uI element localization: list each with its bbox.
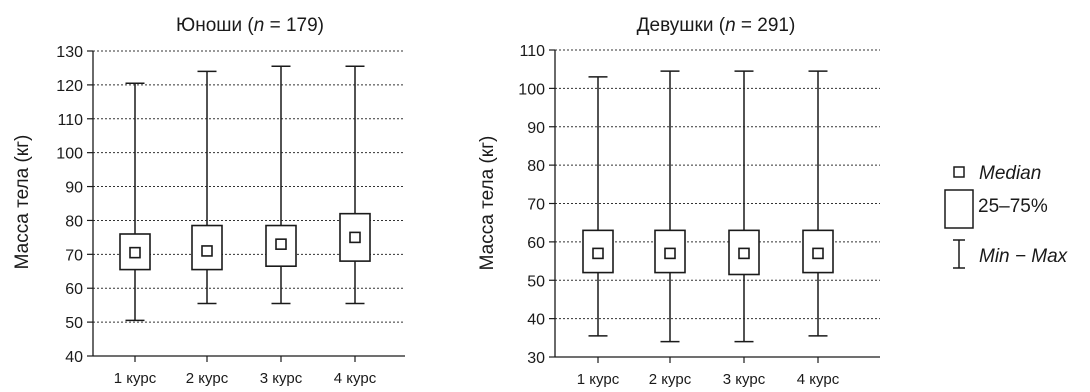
median-marker — [201, 245, 213, 257]
x-tick-label: 4 курс — [334, 370, 377, 387]
y-axis-label: Масса тела (кг) — [12, 135, 33, 270]
median-marker — [349, 231, 361, 244]
legend-box-symbol — [944, 189, 974, 229]
y-tick-label: 100 — [56, 146, 83, 163]
y-tick-label: 90 — [65, 180, 83, 197]
box-iqr — [191, 224, 223, 271]
box-group — [728, 70, 760, 343]
x-tick-label: 3 курс — [260, 370, 303, 387]
legend-whisker-symbol — [953, 239, 965, 269]
legend-whisker-label: Min − Max — [979, 246, 1069, 267]
chart-title: Девушки (n = 291) — [637, 15, 796, 36]
legend-median-symbol — [953, 166, 965, 178]
box-group — [265, 65, 297, 305]
y-tick-label: 90 — [527, 120, 545, 137]
x-tick-label: 2 курс — [649, 371, 692, 388]
median-marker — [664, 247, 676, 260]
box-group — [654, 70, 686, 343]
y-tick-label: 110 — [57, 112, 83, 129]
box-iqr — [728, 229, 760, 276]
legend: Median 25–75% Min − Max — [944, 163, 1069, 269]
y-tick-label: 110 — [519, 43, 545, 60]
x-tick-label: 1 курс — [577, 371, 620, 388]
box-group — [339, 65, 371, 305]
y-tick-label: 100 — [518, 81, 545, 98]
median-marker — [129, 246, 141, 259]
y-tick-label: 60 — [65, 281, 83, 298]
y-tick-label: 30 — [527, 350, 545, 367]
y-tick-label: 130 — [56, 44, 83, 61]
median-marker — [738, 247, 750, 260]
x-tick-label: 1 курс — [114, 370, 157, 387]
chart-girls: Девушки (n = 291) Масса тела (кг) 30 40 50… — [477, 15, 880, 388]
chart-boys: Юноши (n = 179) Масса тела (кг) 40 50 60 70… — [12, 15, 405, 387]
box-group — [802, 70, 834, 337]
legend-box-label: 25–75% — [978, 196, 1048, 217]
median-marker — [275, 238, 287, 250]
median-marker — [592, 247, 604, 260]
box-group — [582, 76, 614, 337]
legend-median-label: Median — [979, 163, 1041, 184]
y-tick-label: 70 — [65, 247, 83, 264]
box-iqr — [339, 212, 371, 262]
x-tick-label: 4 курс — [797, 371, 840, 388]
y-tick-label: 50 — [527, 273, 545, 290]
y-tick-label: 80 — [65, 213, 83, 230]
x-tick-label: 2 курс — [186, 370, 229, 387]
y-tick-label: 50 — [65, 315, 83, 332]
y-tick-label: 80 — [527, 158, 545, 175]
chart-title: Юноши (n = 179) — [176, 15, 324, 36]
y-tick-label: 120 — [56, 78, 83, 95]
y-tick-label: 40 — [527, 312, 545, 329]
y-tick-label: 60 — [527, 235, 545, 252]
box-group — [119, 82, 151, 322]
y-axis-label: Масса тела (кг) — [477, 136, 498, 271]
median-marker — [812, 247, 824, 260]
x-tick-label: 3 курс — [723, 371, 766, 388]
y-tick-label: 40 — [65, 349, 83, 366]
box-group — [191, 70, 223, 305]
y-tick-label: 70 — [527, 197, 545, 214]
